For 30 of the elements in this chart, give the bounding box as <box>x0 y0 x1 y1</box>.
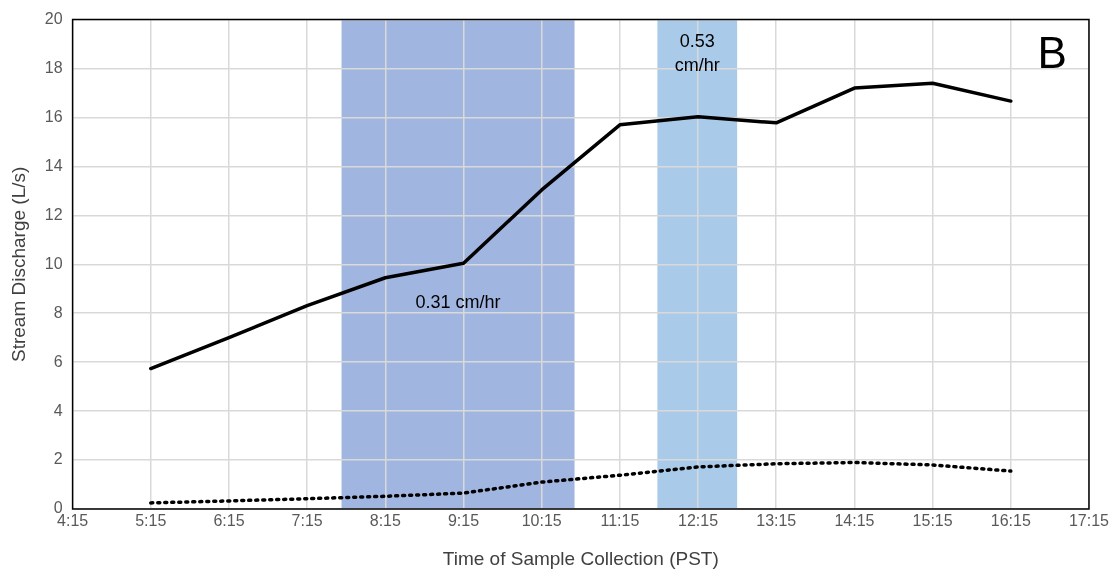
x-tick-label: 17:15 <box>1068 512 1110 530</box>
x-tick-label: 7:15 <box>291 512 323 530</box>
x-tick-label: 11:15 <box>600 512 640 530</box>
band-label: 0.31 cm/hr <box>415 292 501 313</box>
x-tick-label: 15:15 <box>912 512 953 530</box>
y-tick-label: 6 <box>53 352 63 370</box>
y-tick-label: 10 <box>44 254 63 272</box>
x-tick-label: 16:15 <box>990 512 1031 530</box>
y-tick-label: 12 <box>44 205 63 223</box>
band-label: 0.53 cm/hr <box>674 30 720 75</box>
y-tick-label: 16 <box>44 107 63 125</box>
x-tick-label: 12:15 <box>678 512 719 530</box>
y-axis-title: Stream Discharge (L/s) <box>7 166 29 362</box>
x-axis-title: Time of Sample Collection (PST) <box>442 547 719 569</box>
y-tick-label: 20 <box>44 10 63 28</box>
line-series <box>149 460 1013 505</box>
y-tick-label: 4 <box>53 401 63 419</box>
x-tick-label: 13:15 <box>756 512 797 530</box>
x-tick-label: 4:15 <box>57 512 89 530</box>
y-tick-label: 2 <box>53 450 63 468</box>
y-tick-label: 14 <box>44 156 63 174</box>
y-tick-label: 18 <box>44 58 63 76</box>
annotation: B <box>1037 27 1067 77</box>
x-tick-label: 6:15 <box>213 512 245 530</box>
x-tick-label: 8:15 <box>369 512 401 530</box>
x-tick-label: 9:15 <box>447 512 480 530</box>
x-tick-label: 10:15 <box>521 512 562 530</box>
x-tick-label: 14:15 <box>834 512 875 530</box>
x-tick-label: 5:15 <box>135 512 167 530</box>
y-tick-label: 8 <box>53 303 63 321</box>
